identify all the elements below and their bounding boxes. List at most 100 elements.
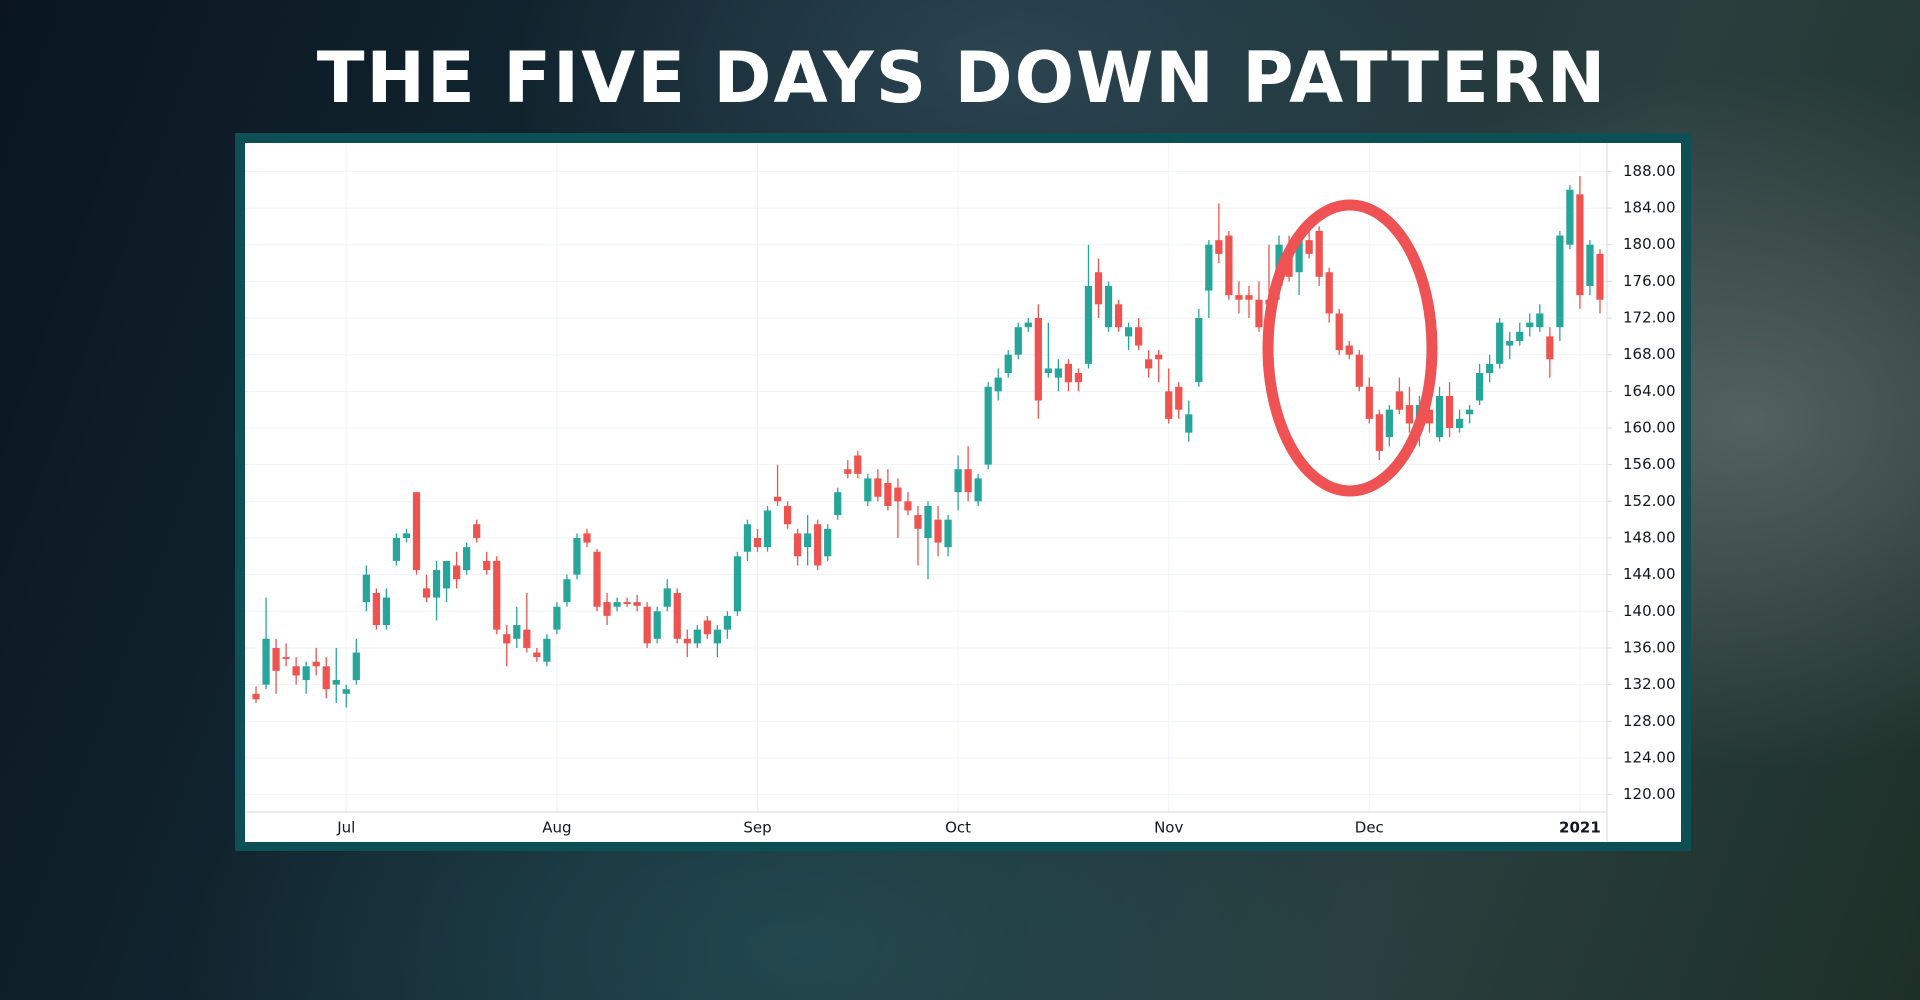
candle-body <box>503 634 511 644</box>
candle-body <box>1546 336 1554 360</box>
candle-body <box>252 693 260 700</box>
candle-body <box>1064 363 1073 383</box>
candle-body <box>974 478 982 502</box>
candle-body <box>683 638 691 644</box>
candle-body <box>673 592 681 639</box>
candle-body <box>884 482 892 506</box>
candle-body <box>1114 304 1123 328</box>
candle-body <box>1526 322 1534 328</box>
candle-body <box>633 602 641 606</box>
candle-body <box>1455 418 1464 429</box>
y-tick-label: 148.00 <box>1623 528 1676 546</box>
y-tick-label: 140.00 <box>1623 602 1676 620</box>
candle-body <box>1255 299 1263 328</box>
candle-body <box>773 496 782 502</box>
candle-body <box>804 533 812 548</box>
candle-body <box>984 386 992 465</box>
candle-body <box>553 606 561 630</box>
candle-body <box>1385 409 1393 438</box>
candle-body <box>1375 414 1383 451</box>
x-tick-label: Jul <box>336 819 355 837</box>
y-tick-label: 128.00 <box>1623 712 1676 730</box>
candle-body <box>783 505 792 525</box>
candle-body <box>1335 313 1343 351</box>
x-tick-label: Sep <box>743 819 771 837</box>
candle-body <box>1285 253 1293 277</box>
candle-body <box>1556 235 1564 328</box>
candle-body <box>1395 391 1404 410</box>
candle-body <box>583 533 591 543</box>
candle-body <box>372 592 380 626</box>
candle-body <box>653 611 661 639</box>
candle-body <box>432 570 441 598</box>
candle-body <box>1486 363 1494 374</box>
candle-body <box>302 666 310 681</box>
candle-body <box>1124 327 1133 337</box>
chart-title: THE FIVE DAYS DOWN PATTERN <box>317 37 1608 119</box>
candle-body <box>1034 318 1042 401</box>
candle-body <box>844 469 852 474</box>
candle-body <box>1566 189 1574 245</box>
candle-body <box>402 533 411 538</box>
candle-body <box>1155 354 1163 360</box>
candle-body <box>1465 409 1474 415</box>
x-tick-label: 2021 <box>1559 819 1601 837</box>
y-tick-label: 132.00 <box>1623 675 1676 693</box>
candle-body <box>1074 373 1083 383</box>
candle-body <box>513 625 521 639</box>
candle-body <box>1295 235 1303 273</box>
y-tick-label: 136.00 <box>1623 638 1676 656</box>
y-tick-label: 180.00 <box>1623 235 1676 253</box>
candle-body <box>954 469 962 493</box>
y-tick-label: 160.00 <box>1623 419 1676 437</box>
candle-body <box>834 492 842 516</box>
candle-body <box>1225 235 1233 296</box>
candle-body <box>874 478 882 497</box>
candle-body <box>352 652 360 681</box>
candle-body <box>342 689 350 694</box>
candle-body <box>1104 285 1113 328</box>
candle-body <box>1215 240 1223 254</box>
x-tick-label: Dec <box>1355 819 1384 837</box>
candle-body <box>422 588 431 598</box>
x-tick-label: Nov <box>1154 819 1183 837</box>
plot-background <box>245 143 1681 842</box>
candle-body <box>493 560 501 630</box>
candle-body <box>1315 230 1323 277</box>
candle-body <box>944 519 952 548</box>
y-tick-label: 124.00 <box>1623 748 1676 766</box>
candle-body <box>1135 327 1143 346</box>
candle-body <box>1205 244 1213 291</box>
candle-body <box>1586 244 1594 286</box>
candle-body <box>753 537 762 548</box>
y-tick-label: 184.00 <box>1623 199 1676 217</box>
candle-body <box>994 377 1002 392</box>
candles <box>252 175 1604 708</box>
candle-body <box>824 528 832 557</box>
candle-body <box>1596 253 1604 300</box>
y-tick-label: 168.00 <box>1623 345 1676 363</box>
candle-body <box>934 519 942 543</box>
candle-body <box>593 551 601 607</box>
candle-body <box>362 574 370 603</box>
candle-body <box>713 629 721 644</box>
y-tick-label: 176.00 <box>1623 272 1676 290</box>
candle-body <box>452 565 461 580</box>
candle-body <box>703 620 711 635</box>
y-tick-label: 164.00 <box>1623 382 1676 400</box>
candle-body <box>743 524 752 552</box>
candle-body <box>914 515 922 529</box>
candle-body <box>1476 373 1484 401</box>
candle-body <box>1305 240 1313 254</box>
candle-body <box>1044 368 1052 374</box>
candle-body <box>392 537 401 561</box>
candle-body <box>1345 345 1353 355</box>
candle-body <box>613 602 621 607</box>
y-tick-label: 188.00 <box>1623 162 1676 180</box>
candle-body <box>312 661 320 667</box>
candle-body <box>864 478 872 502</box>
candle-body <box>723 615 732 630</box>
candle-body <box>924 505 932 538</box>
candle-body <box>1014 327 1022 355</box>
